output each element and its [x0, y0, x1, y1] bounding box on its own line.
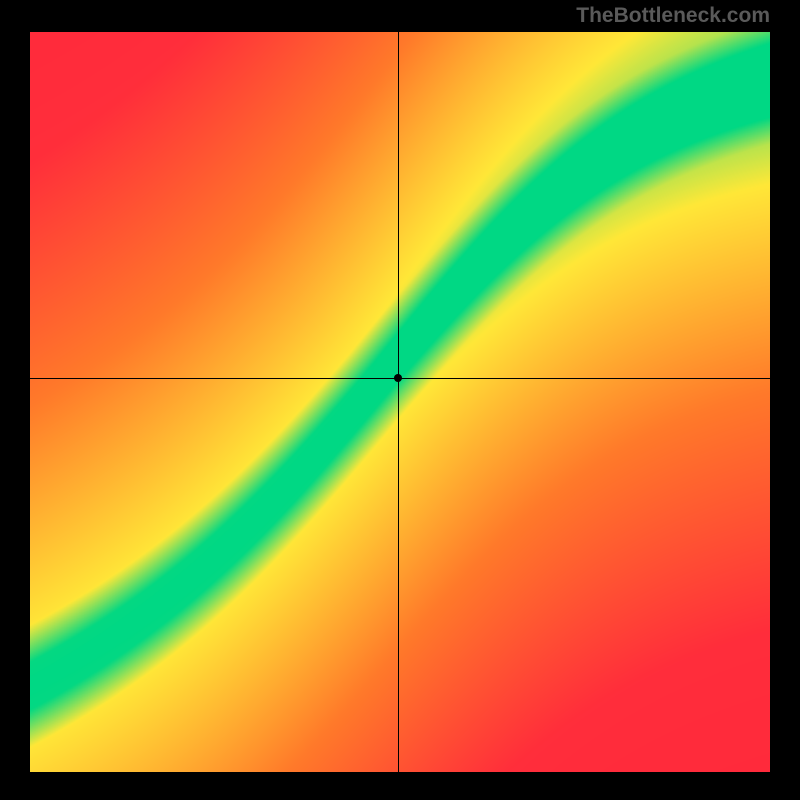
heatmap-canvas: [30, 32, 770, 772]
heatmap-plot: [30, 32, 770, 772]
crosshair-marker: [394, 374, 402, 382]
crosshair-vertical: [398, 32, 399, 772]
watermark-text: TheBottleneck.com: [576, 4, 770, 28]
chart-frame: TheBottleneck.com: [0, 0, 800, 800]
